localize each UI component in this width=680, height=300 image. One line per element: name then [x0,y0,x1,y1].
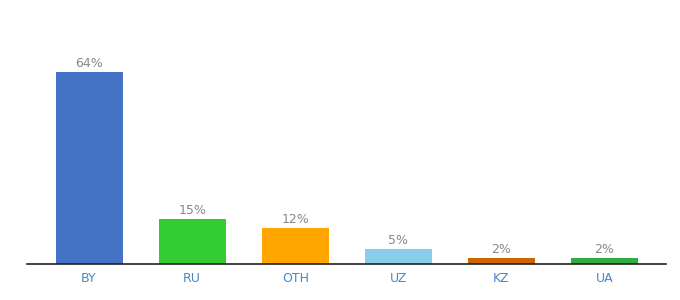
Text: 15%: 15% [178,204,206,217]
Text: 5%: 5% [388,234,409,247]
Bar [571,258,638,264]
Text: 64%: 64% [75,57,103,70]
Bar [365,249,432,264]
Bar [468,258,535,264]
Bar [158,219,226,264]
Text: 2%: 2% [492,243,511,256]
Bar [262,228,328,264]
Bar [56,72,122,264]
Text: 12%: 12% [282,213,309,226]
Text: 2%: 2% [594,243,615,256]
